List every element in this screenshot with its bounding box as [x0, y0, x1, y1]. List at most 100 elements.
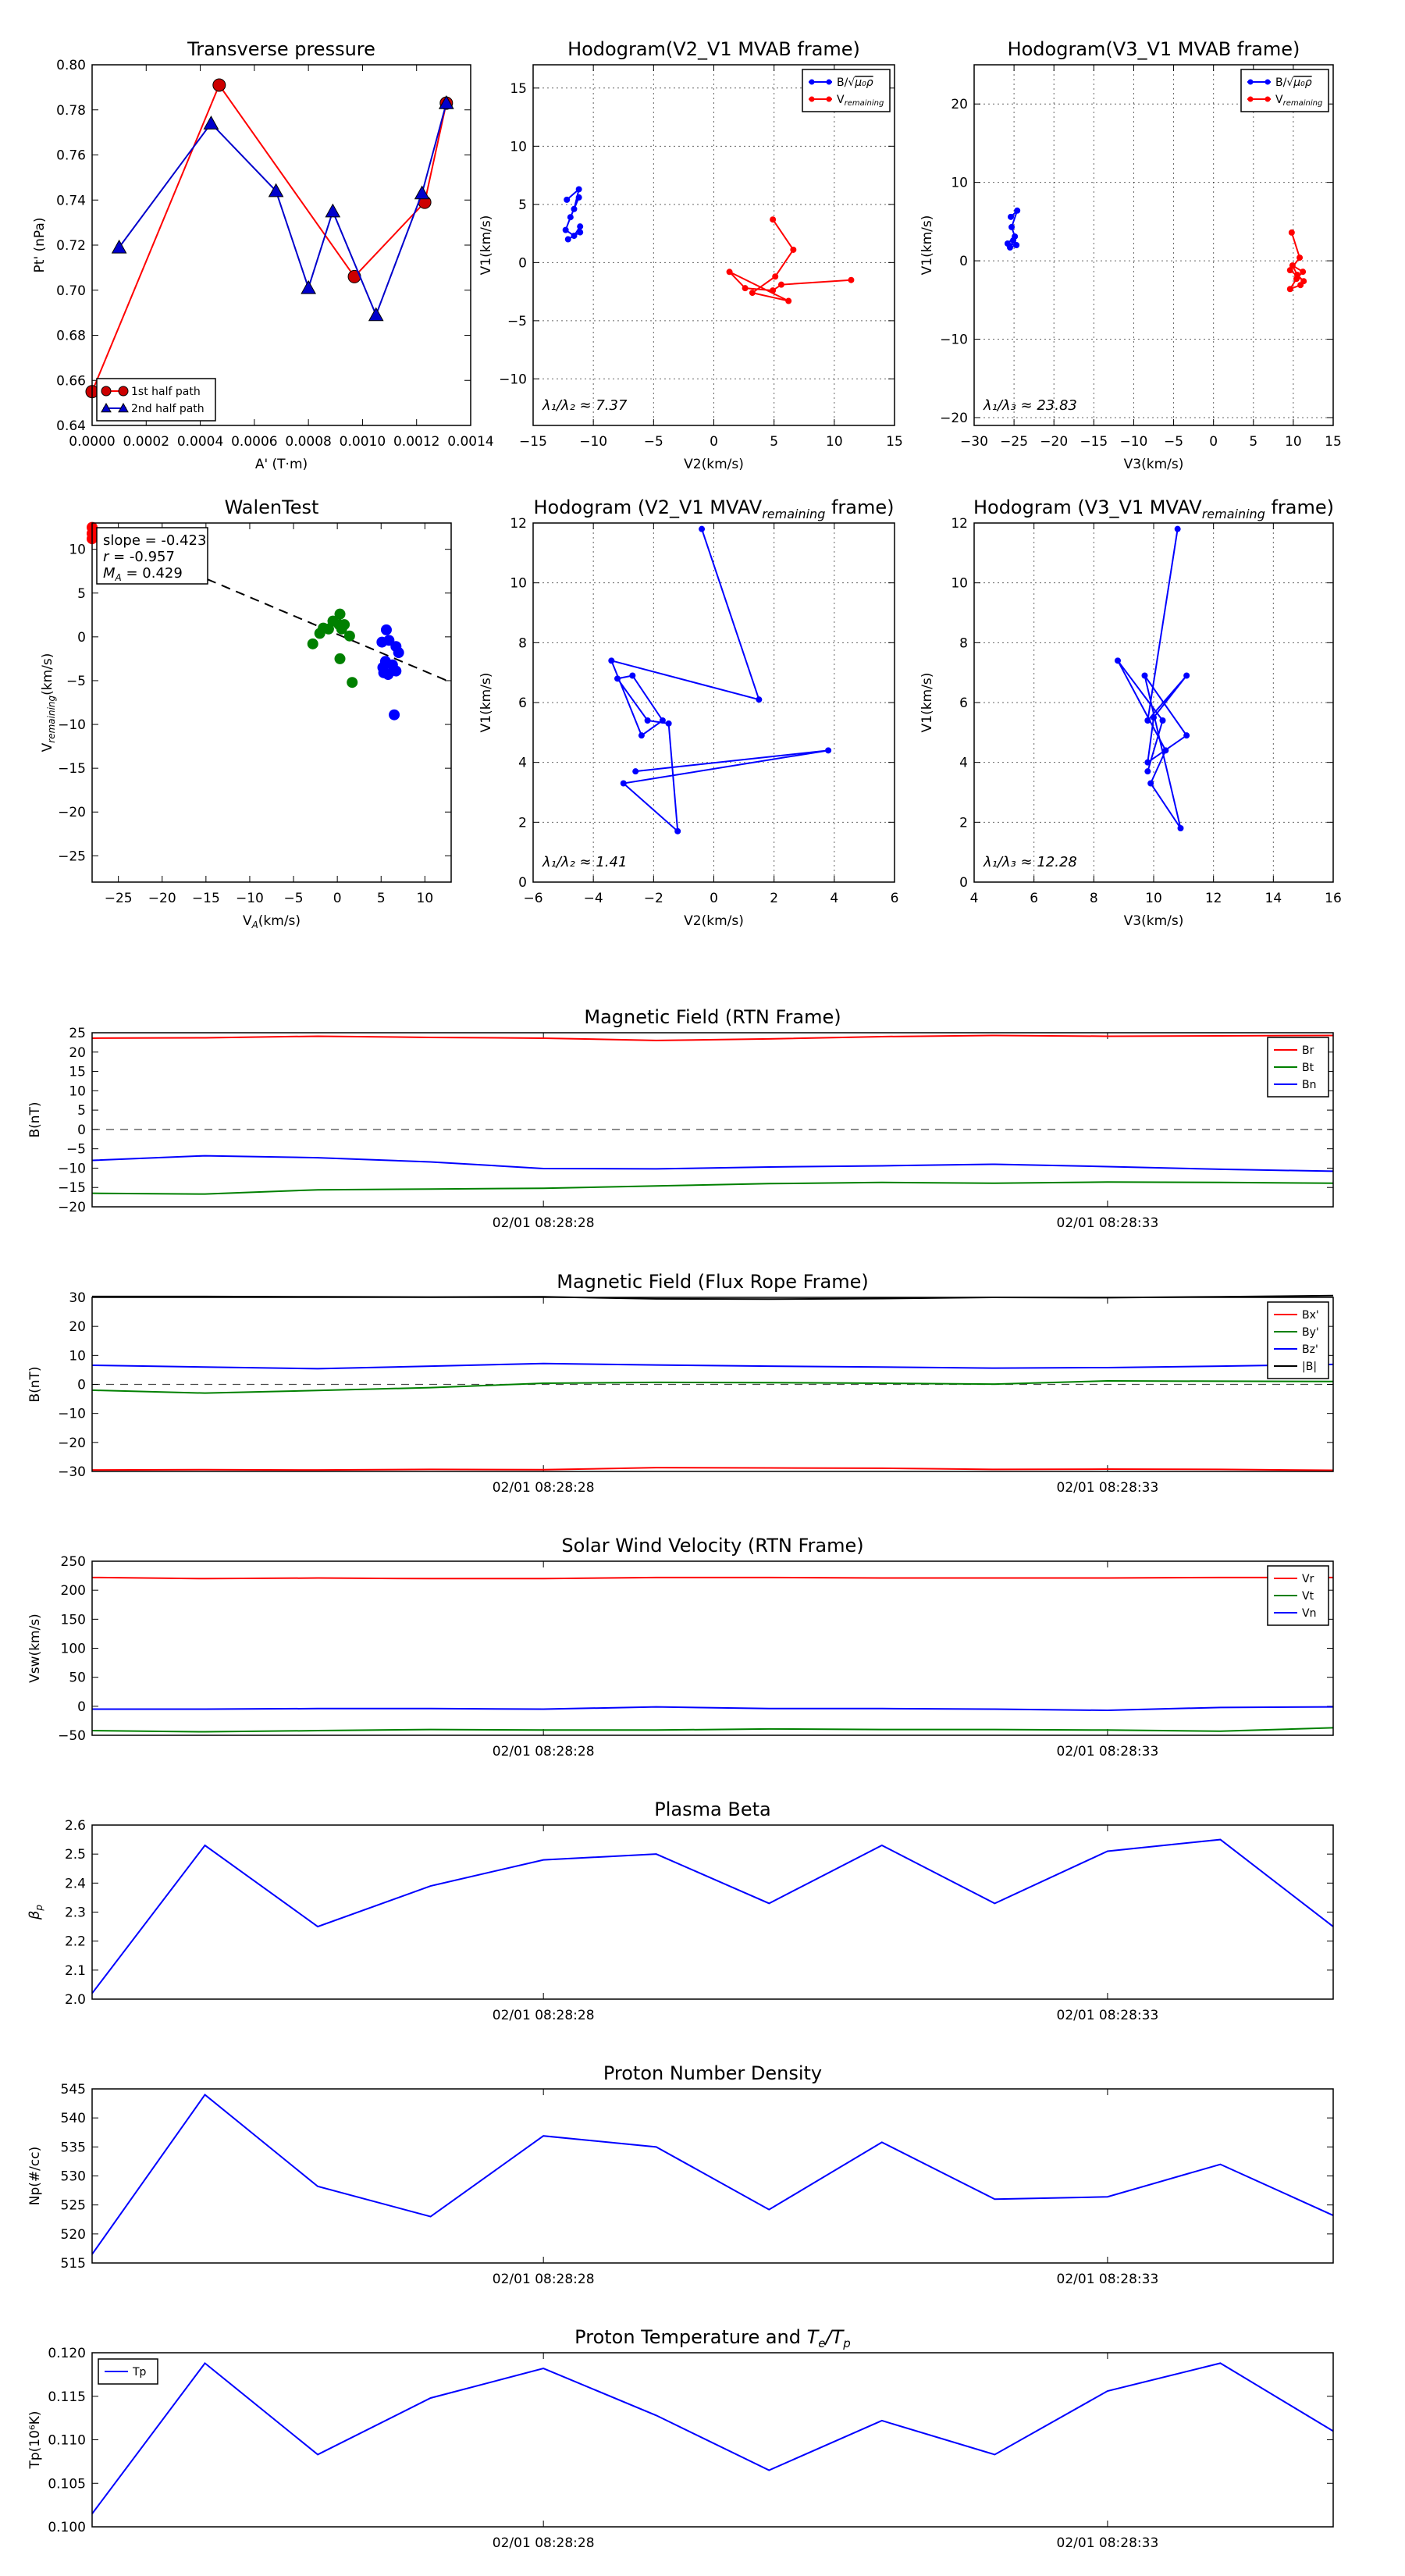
title-subscript: e [818, 2336, 825, 2350]
y-axis-label: Vremaining(km/s) [40, 653, 57, 753]
y-tick-label: 0.120 [48, 2346, 86, 2361]
eigen-ratio-label: λ₁/λ₂ ≈ 7.37 [542, 397, 628, 414]
stats-text: M [103, 565, 116, 582]
data-point [1297, 282, 1304, 289]
y-axis-label: V1(km/s) [478, 673, 494, 733]
data-point [334, 608, 346, 620]
x-tick-label: 15 [1325, 434, 1342, 450]
legend-label: |B| [1302, 1361, 1317, 1373]
legend: B/√μ₀ρ Vremaining [802, 69, 891, 112]
y-tick-label: −15 [58, 1180, 86, 1196]
y-tick-label: 0.70 [56, 283, 86, 299]
y-tick-label: −5 [507, 314, 527, 329]
data-point [1183, 672, 1190, 679]
data-point [325, 203, 341, 218]
x-tick-label: 14 [1265, 891, 1282, 906]
data-point [575, 186, 582, 193]
x-axis-label: V2(km/s) [684, 457, 744, 472]
y-tick-label: 12 [510, 516, 527, 532]
chart-title: WalenTest [225, 496, 319, 518]
data-point [1289, 262, 1296, 269]
x-tick-label: 02/01 08:28:33 [1057, 1744, 1159, 1759]
legend-label: 2nd half path [131, 403, 205, 415]
y-axis-label: Tp(10⁶K) [27, 2411, 43, 2469]
data-point [608, 657, 615, 664]
stats-line: MA = 0.429 [103, 565, 183, 583]
y-axis-label: V1(km/s) [919, 673, 935, 733]
stats-text: r [103, 549, 110, 565]
plot-frame [91, 2352, 1334, 2528]
x-tick-label: 0.0006 [231, 434, 277, 450]
y-tick-label: 10 [510, 576, 527, 592]
legend-label: Vt [1302, 1590, 1314, 1603]
x-tick-label: 6 [1030, 891, 1038, 906]
legend-label: Vremaining [837, 94, 884, 108]
legend: B/√μ₀ρ Vremaining [1240, 69, 1329, 112]
y-tick-label: 250 [61, 1554, 86, 1570]
y-tick-label: 0.72 [56, 238, 86, 254]
title-text: Hodogram (V2_V1 MVAV [533, 496, 762, 518]
chart-title: Magnetic Field (RTN Frame) [584, 1006, 841, 1028]
y-axis-label: V1(km/s) [478, 215, 494, 276]
y-tick-label: 5 [77, 1103, 86, 1119]
data-point [726, 269, 733, 276]
title-math: /T [824, 2326, 845, 2348]
series-line [91, 1727, 1334, 1733]
chart-h3: −6 −4 −2 0 2 4 6 0 2 4 6 8 10 12 Hodogram (V2_V1 MVAVr… [478, 496, 898, 929]
series-line [91, 2361, 1334, 2514]
y-tick-label: 2 [959, 815, 968, 831]
y-axis-label: B(nT) [27, 1101, 43, 1137]
stats-box [96, 527, 208, 585]
data-point [790, 246, 797, 253]
data-point [101, 402, 112, 413]
y-tick-label: 20 [69, 1319, 86, 1335]
y-tick-label: −5 [66, 674, 86, 689]
series-line [91, 1467, 1334, 1471]
plot-frame [91, 522, 452, 883]
data-point [571, 205, 578, 212]
stats-sub: A [115, 572, 122, 583]
series-line [91, 2093, 1334, 2255]
label-text: V [40, 742, 55, 752]
chart-title: Hodogram(V2_V1 MVAB frame) [567, 38, 860, 60]
chart-title: Hodogram (V2_V1 MVAVremaining frame) [533, 496, 894, 521]
data-point [772, 273, 779, 280]
data-point [1264, 79, 1271, 85]
series-line [91, 1838, 1334, 1994]
y-axis-label: V1(km/s) [919, 215, 935, 276]
y-tick-label: 10 [951, 176, 968, 191]
x-tick-label: 0.0004 [177, 434, 223, 450]
legend: Vr Vt Vn [1267, 1565, 1329, 1626]
chart-title: Magnetic Field (Flux Rope Frame) [557, 1271, 868, 1293]
legend-math: μ₀ρ [854, 76, 873, 89]
y-tick-label: −10 [58, 1161, 86, 1176]
y-tick-label: 10 [69, 1348, 86, 1364]
x-tick-label: 15 [886, 434, 903, 450]
x-tick-label: −5 [1164, 434, 1183, 450]
x-tick-label: −15 [192, 891, 220, 906]
x-tick-label: −20 [1040, 434, 1068, 450]
y-tick-label: 0.66 [56, 373, 86, 389]
x-tick-label: −15 [519, 434, 547, 450]
legend: Bx' By' Bz' |B| [1267, 1301, 1329, 1379]
series-line [610, 528, 829, 834]
data-point [1144, 717, 1151, 724]
data-point [562, 226, 569, 233]
legend-label: Tp [132, 2366, 147, 2379]
data-point [1013, 242, 1020, 248]
x-tick-label: 0 [710, 891, 718, 906]
y-tick-label: 0.78 [56, 103, 86, 119]
data-point [212, 78, 226, 92]
data-point [1288, 229, 1295, 236]
series-line [91, 1362, 1334, 1370]
title-subscript: remaining [762, 507, 825, 521]
chart-title: Plasma Beta [654, 1799, 770, 1820]
data-point [1247, 96, 1254, 102]
x-tick-label: 0.0008 [285, 434, 331, 450]
data-point [826, 96, 832, 102]
eigen-ratio-label: λ₁/λ₃ ≈ 12.28 [983, 854, 1077, 870]
x-tick-label: 5 [770, 434, 778, 450]
data-point [387, 664, 399, 676]
data-point [438, 95, 454, 109]
x-tick-label: 02/01 08:28:33 [1057, 1215, 1159, 1231]
